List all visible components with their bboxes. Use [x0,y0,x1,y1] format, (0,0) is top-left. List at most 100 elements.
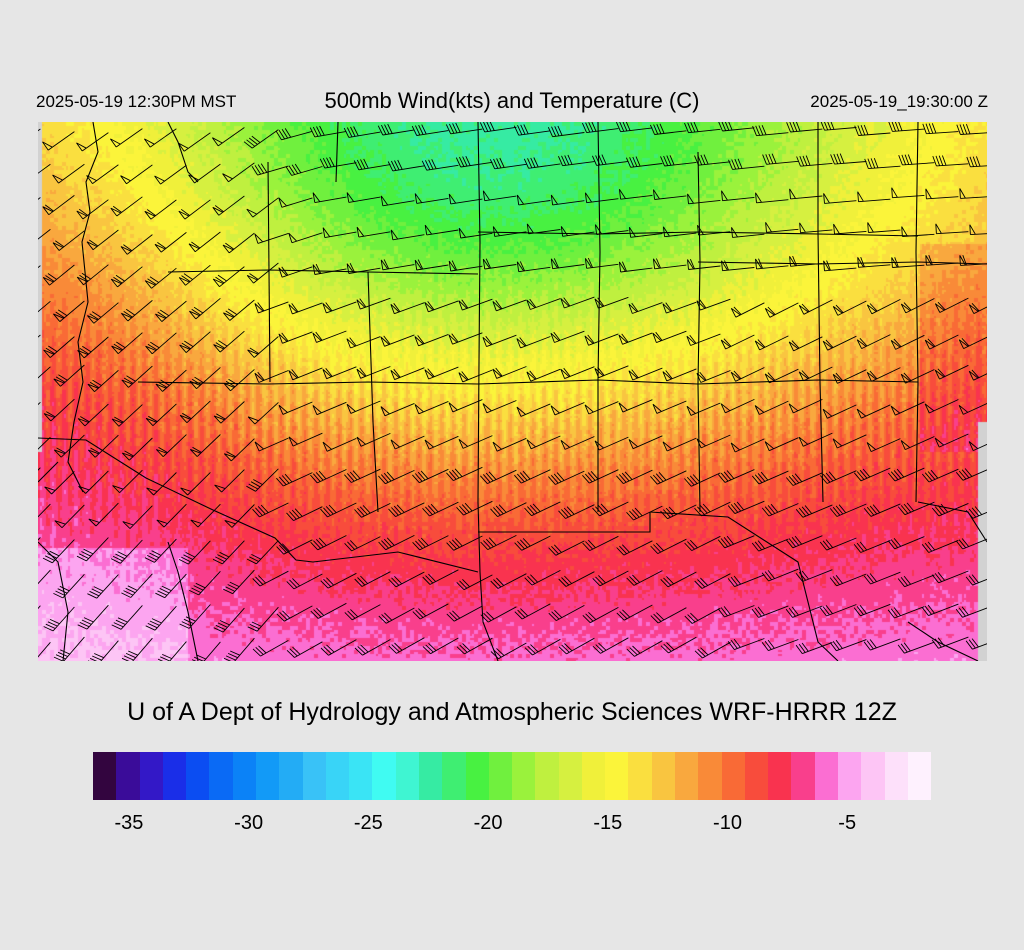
wind-barb [246,540,279,565]
colorbar-swatch [116,752,140,800]
wind-barb [592,637,629,654]
border-line [167,541,199,661]
wind-barb [832,434,867,449]
wind-barb [615,122,653,133]
wind-barb [223,438,255,462]
wind-barb [446,466,483,482]
wind-barb [853,467,891,482]
wind-barb [52,230,85,251]
colorbar-swatch [186,752,210,800]
wind-barb [819,604,857,617]
wind-barb [931,502,969,517]
wind-barb [154,232,187,253]
wind-barb [390,229,425,241]
wind-barb [731,227,765,238]
wind-barb [121,573,153,598]
wind-barb [87,369,119,393]
wind-barb [482,334,517,348]
wind-barb [717,605,755,618]
wind-barb [526,368,561,382]
wind-barb [829,639,867,652]
wind-barb [891,187,925,199]
wind-barb [833,223,867,235]
wind-barb [388,571,425,588]
wind-barb [764,437,799,452]
wind-barb [310,469,347,484]
border-line [477,122,499,661]
wind-barb [380,334,415,347]
wind-barb [322,301,357,314]
wind-barb [343,126,381,138]
wind-barb [422,501,459,517]
colorbar-swatch [279,752,303,800]
wind-barb [755,192,789,204]
temperature-colorbar [93,752,932,800]
wind-barb [458,435,493,449]
wind-barb [356,297,391,310]
wind-barb [252,640,289,657]
wind-barb [618,399,653,413]
wind-barb [492,226,527,237]
border-line [649,511,839,661]
wind-barb [254,437,289,452]
wind-barb [524,570,561,586]
wind-barb [795,569,833,582]
wind-barb [38,503,51,518]
wind-barb [412,603,449,620]
wind-barb [111,332,143,355]
wind-barb [42,539,75,564]
wind-barb [309,125,347,138]
wind-barb [38,229,51,240]
wind-barb [696,434,731,449]
wind-barb [346,192,381,203]
wind-barb [660,504,697,520]
wind-barb [144,267,177,289]
wind-barb [864,158,901,170]
border-line [915,122,919,503]
wind-barb [857,191,891,203]
wind-barb [765,222,799,233]
wind-barb [652,400,687,414]
wind-barb [110,128,143,148]
wind-barb [798,366,833,382]
wind-barb [548,540,585,556]
wind-barb [320,639,357,656]
wind-barb [76,132,109,152]
wind-barb [955,468,987,481]
wind-barb [276,605,313,622]
wind-barb [548,470,585,485]
wind-barb [312,263,347,275]
local-time-label: 2025-05-19 12:30PM MST [36,92,237,111]
wind-barb [820,122,857,131]
wind-barb [727,500,765,515]
wind-barb [179,331,211,353]
wind-barb [482,190,517,202]
wind-barb [764,302,799,318]
border-line [817,231,824,503]
wind-barb [922,123,959,135]
wind-barb [662,368,697,382]
wind-barb [53,573,85,599]
colorbar-swatch [838,752,862,800]
wind-barb [38,265,41,269]
wind-barb [788,336,823,352]
wind-barb [144,538,177,563]
colorbar-swatch [232,752,256,800]
wind-barb [44,471,75,495]
colorbar-swatch [325,752,350,800]
wind-barb [38,163,51,174]
colorbar-swatch [442,752,466,800]
wind-barb [901,226,935,237]
wind-barb [146,472,177,496]
wind-barb [900,298,935,314]
wind-barb [490,502,527,518]
wind-barb [785,605,823,618]
wind-barb [121,637,153,661]
wind-barb [278,197,313,208]
wind-barb [560,436,595,450]
map-overlay [38,122,987,661]
wind-barb [891,257,925,268]
wind-barb [628,367,663,381]
wind-barb [853,603,891,617]
wind-barb [448,260,483,272]
